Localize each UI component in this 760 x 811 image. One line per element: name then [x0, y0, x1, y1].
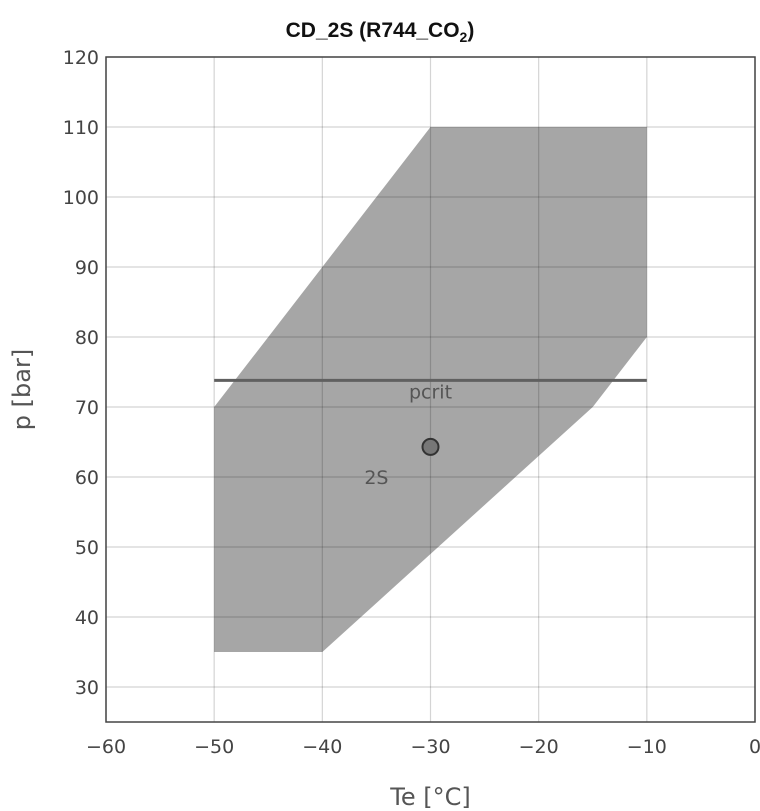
title-subscript: 2: [460, 29, 468, 45]
y-tick-label: 40: [75, 607, 99, 629]
title-main: CD_2S (R744_CO: [286, 19, 460, 42]
y-tick-label: 30: [75, 677, 99, 699]
x-axis-label: Te [°C]: [389, 783, 470, 811]
x-tick-label: −40: [302, 736, 342, 758]
y-tick-label: 120: [63, 47, 99, 69]
y-tick-label: 50: [75, 537, 99, 559]
y-tick-label: 80: [75, 327, 99, 349]
data-point: [421, 437, 440, 456]
title-suffix: ): [467, 19, 474, 42]
annotation-2s: 2S: [364, 467, 388, 489]
y-tick-label: 90: [75, 257, 99, 279]
envelope-2S: [214, 127, 647, 652]
x-tick-label: −60: [86, 736, 126, 758]
y-axis-label: p [bar]: [8, 349, 36, 430]
y-tick-label: 60: [75, 467, 99, 489]
x-tick-label: 0: [749, 736, 760, 758]
y-tick-label: 70: [75, 397, 99, 419]
plot-frame: [105, 56, 756, 723]
chart-title: CD_2S (R744_CO2): [286, 19, 475, 45]
annotation-pcrit: pcrit: [409, 381, 452, 403]
x-tick-label: −30: [410, 736, 450, 758]
x-tick-label: −50: [194, 736, 234, 758]
y-tick-label: 100: [63, 187, 99, 209]
x-tick-label: −20: [519, 736, 559, 758]
y-tick-label: 110: [63, 117, 99, 139]
tick-labels: −60 −50 −40 −30 −20 −10 0 30 40 50 60 70 80 90 100 110 1…: [63, 47, 760, 758]
x-tick-label: −10: [627, 736, 667, 758]
plot-area: pcrit 2S: [105, 56, 756, 722]
